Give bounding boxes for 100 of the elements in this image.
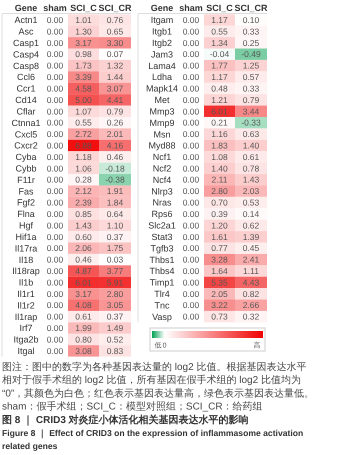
data-label: 2.12 xyxy=(75,186,92,196)
y-tick-label: Fgf2 xyxy=(16,198,36,208)
data-label: 3.17 xyxy=(75,38,92,48)
data-label: 3.28 xyxy=(211,254,228,265)
y-tick-label: Itgb2 xyxy=(152,38,172,48)
data-label: 0.00 xyxy=(182,14,200,25)
y-tick-label: Nras xyxy=(152,198,172,208)
data-label: -0.49 xyxy=(241,49,261,60)
data-label: 2.03 xyxy=(242,186,260,196)
data-label: 0.46 xyxy=(106,152,124,162)
y-tick-label: Cxcl5 xyxy=(14,129,38,140)
y-tick-label: Irf7 xyxy=(19,323,33,334)
data-label: 0.55 xyxy=(211,26,228,36)
y-tick-label: Itgb1 xyxy=(152,26,172,37)
data-label: 2.39 xyxy=(75,198,92,208)
text: related genes xyxy=(2,441,58,452)
y-tick-label: Mmp9 xyxy=(149,118,175,128)
data-label: 0.70 xyxy=(211,198,228,208)
data-label: 0.25 xyxy=(242,38,260,48)
data-label: 0.00 xyxy=(182,83,200,94)
data-label: 0.55 xyxy=(75,118,92,128)
y-tick-label: Il1rap xyxy=(14,312,38,322)
data-label: 1.25 xyxy=(242,60,260,71)
data-label: 1.11 xyxy=(243,266,260,276)
data-label: 1.07 xyxy=(75,106,92,116)
data-label: 1.17 xyxy=(211,14,228,25)
data-label: 3.17 xyxy=(75,288,92,299)
y-tick-label: F11r xyxy=(17,174,35,185)
data-label: 0.85 xyxy=(75,208,92,219)
data-label: 2.80 xyxy=(106,288,124,299)
text: 相对于假手术组的 log2 比值，所有基因在假手术组的 log2 比值均为 xyxy=(2,374,301,386)
y-tick-label: Il17ra xyxy=(14,243,38,254)
y-tick-label: Fas xyxy=(18,186,34,196)
data-label: 0.00 xyxy=(46,266,64,276)
x-tick-label: SCI_CR xyxy=(98,3,132,14)
data-label: 0.32 xyxy=(242,312,260,322)
data-label: 1.83 xyxy=(211,140,228,150)
y-tick-label: Cflar xyxy=(16,106,36,116)
text: 图注：图中的数字为各种基因表达量的 log2 比值。根据基因表达水平 xyxy=(2,361,306,373)
data-label: 0.62 xyxy=(242,220,260,230)
data-label: 0.00 xyxy=(182,198,200,208)
data-label: 1.20 xyxy=(211,220,228,230)
data-label: 1.61 xyxy=(211,232,228,242)
data-label: 0.61 xyxy=(242,152,260,162)
data-label: 1.39 xyxy=(242,232,260,242)
data-label: 0.00 xyxy=(46,254,64,265)
data-label: 0.00 xyxy=(46,232,64,242)
data-label: 0.00 xyxy=(46,243,64,254)
data-label: 0.00 xyxy=(182,60,200,71)
data-label: 2.66 xyxy=(242,300,260,310)
x-tick-label: SCI_C xyxy=(70,3,98,14)
data-label: 3.30 xyxy=(106,38,124,48)
data-label: 5.00 xyxy=(75,94,92,105)
data-label: 0.37 xyxy=(106,232,124,242)
y-tick-label: Flna xyxy=(17,209,35,220)
y-tick-label: Actn1 xyxy=(14,15,38,26)
x-tick-label: SCI_CR xyxy=(234,3,268,14)
y-tick-label: Casp1 xyxy=(12,38,40,48)
x-axis-title: Gene xyxy=(14,3,38,14)
data-label: -0.18 xyxy=(105,163,125,174)
data-label: 0.83 xyxy=(106,346,124,356)
y-tick-label: Ncf1 xyxy=(152,152,172,162)
data-label: 0.00 xyxy=(182,106,200,116)
data-label: 3.22 xyxy=(211,300,228,310)
data-label: 0.00 xyxy=(182,118,200,128)
data-label: 0.00 xyxy=(46,346,64,356)
data-label: 0.00 xyxy=(182,220,200,230)
data-label: 0.73 xyxy=(211,312,228,322)
data-label: 0.00 xyxy=(182,163,200,174)
y-tick-label: Thbs1 xyxy=(149,254,175,265)
y-tick-label: Ncf4 xyxy=(152,174,172,185)
data-label: 0.00 xyxy=(46,220,64,230)
data-label: 0.00 xyxy=(46,312,64,322)
data-label: 1.10 xyxy=(106,220,124,230)
y-tick-label: Asc xyxy=(18,26,34,37)
y-tick-label: Stat3 xyxy=(151,232,173,242)
data-label: 0.00 xyxy=(182,232,200,242)
y-tick-label: Il1r2 xyxy=(17,300,35,310)
data-label: 0.00 xyxy=(46,152,64,162)
y-tick-label: Jam3 xyxy=(150,49,174,60)
data-label: 0.78 xyxy=(242,163,260,174)
data-label: 3.44 xyxy=(242,106,260,116)
data-label: 0.00 xyxy=(46,72,64,82)
data-label: 0.00 xyxy=(182,26,200,36)
data-label: 0.79 xyxy=(242,94,260,105)
y-tick-label: Ccr1 xyxy=(16,84,36,94)
data-label: 0.14 xyxy=(242,208,260,219)
data-label: 1.16 xyxy=(211,129,228,140)
data-label: 0.00 xyxy=(46,140,64,150)
data-label: 0.03 xyxy=(106,254,124,265)
y-tick-label: Cybb xyxy=(15,163,37,174)
data-label: 1.91 xyxy=(106,186,124,196)
data-label: 2.05 xyxy=(211,288,228,299)
y-tick-label: Ccl6 xyxy=(16,72,36,82)
data-label: 0.00 xyxy=(182,186,200,196)
data-label: 2.80 xyxy=(211,186,228,196)
y-tick-label: Tlr4 xyxy=(154,288,170,299)
y-tick-label: Timp1 xyxy=(150,278,174,288)
data-label: 0.53 xyxy=(242,198,260,208)
x-tick-label: SCI_C xyxy=(206,3,234,14)
